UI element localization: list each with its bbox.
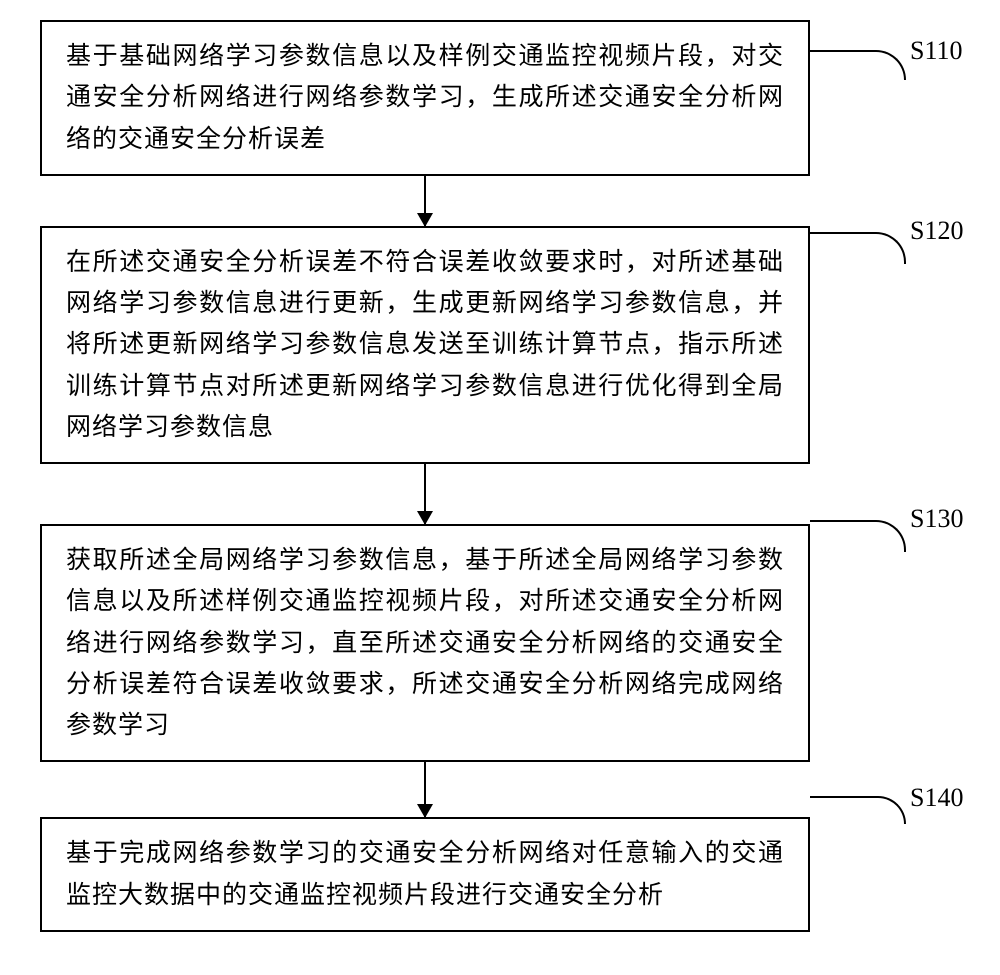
flowchart-step-s110: 基于基础网络学习参数信息以及样例交通监控视频片段，对交通安全分析网络进行网络参数…	[40, 20, 810, 176]
connector-brace-s140	[810, 796, 906, 824]
flowchart-step-s120: 在所述交通安全分析误差不符合误差收敛要求时，对所述基础网络学习参数信息进行更新，…	[40, 226, 810, 464]
arrow-s120-s130	[40, 464, 810, 524]
arrow-head-icon	[417, 213, 433, 227]
step-label-s120: S120	[910, 216, 963, 246]
step-text: 基于完成网络参数学习的交通安全分析网络对任意输入的交通监控大数据中的交通监控视频…	[66, 840, 784, 908]
flowchart-container: 基于基础网络学习参数信息以及样例交通监控视频片段，对交通安全分析网络进行网络参数…	[40, 20, 960, 932]
connector-brace-s130	[810, 520, 906, 552]
connector-brace-s110	[810, 50, 906, 80]
step-label-s130: S130	[910, 504, 963, 534]
arrow-s110-s120	[40, 176, 810, 226]
flowchart-step-s140: 基于完成网络参数学习的交通安全分析网络对任意输入的交通监控大数据中的交通监控视频…	[40, 817, 810, 932]
flowchart-step-s130: 获取所述全局网络学习参数信息，基于所述全局网络学习参数信息以及所述样例交通监控视…	[40, 524, 810, 762]
step-label-s110: S110	[910, 36, 963, 66]
arrow-head-icon	[417, 511, 433, 525]
arrow-head-icon	[417, 804, 433, 818]
arrow-s130-s140	[40, 762, 810, 817]
connector-brace-s120	[810, 232, 906, 264]
step-label-s140: S140	[910, 783, 963, 813]
step-text: 基于基础网络学习参数信息以及样例交通监控视频片段，对交通安全分析网络进行网络参数…	[66, 43, 784, 153]
step-text: 在所述交通安全分析误差不符合误差收敛要求时，对所述基础网络学习参数信息进行更新，…	[66, 249, 784, 441]
step-text: 获取所述全局网络学习参数信息，基于所述全局网络学习参数信息以及所述样例交通监控视…	[66, 547, 784, 739]
